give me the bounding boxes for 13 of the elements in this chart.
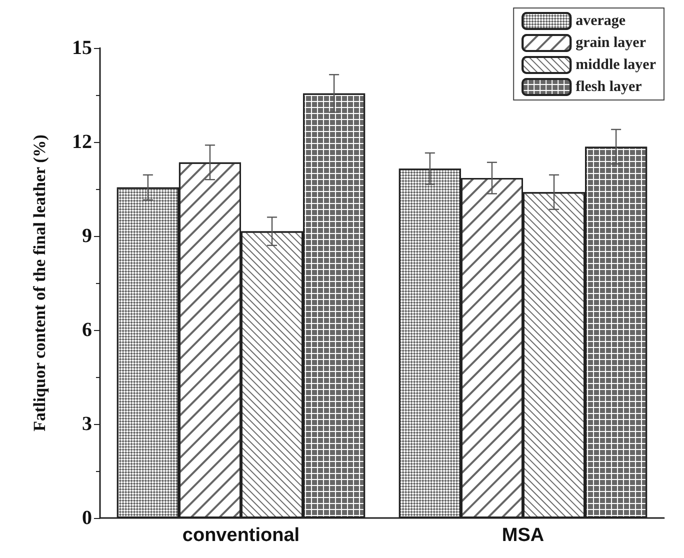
y-tick-label: 12 [72, 131, 92, 153]
legend-label: flesh layer [576, 79, 642, 95]
x-tick-label: MSA [502, 525, 544, 546]
y-tick-label: 15 [72, 37, 92, 59]
y-tick-label: 3 [82, 413, 92, 435]
y-tick-label: 0 [82, 507, 92, 529]
x-tick-label: conventional [182, 525, 300, 546]
legend-label: average [576, 13, 626, 29]
y-tick-label: 9 [82, 225, 92, 247]
y-axis-title: Fatliquor content of the final leather (%) [30, 134, 49, 432]
legend-label: middle layer [576, 57, 656, 73]
legend-label: grain layer [576, 35, 646, 51]
y-tick-label: 6 [82, 319, 92, 341]
